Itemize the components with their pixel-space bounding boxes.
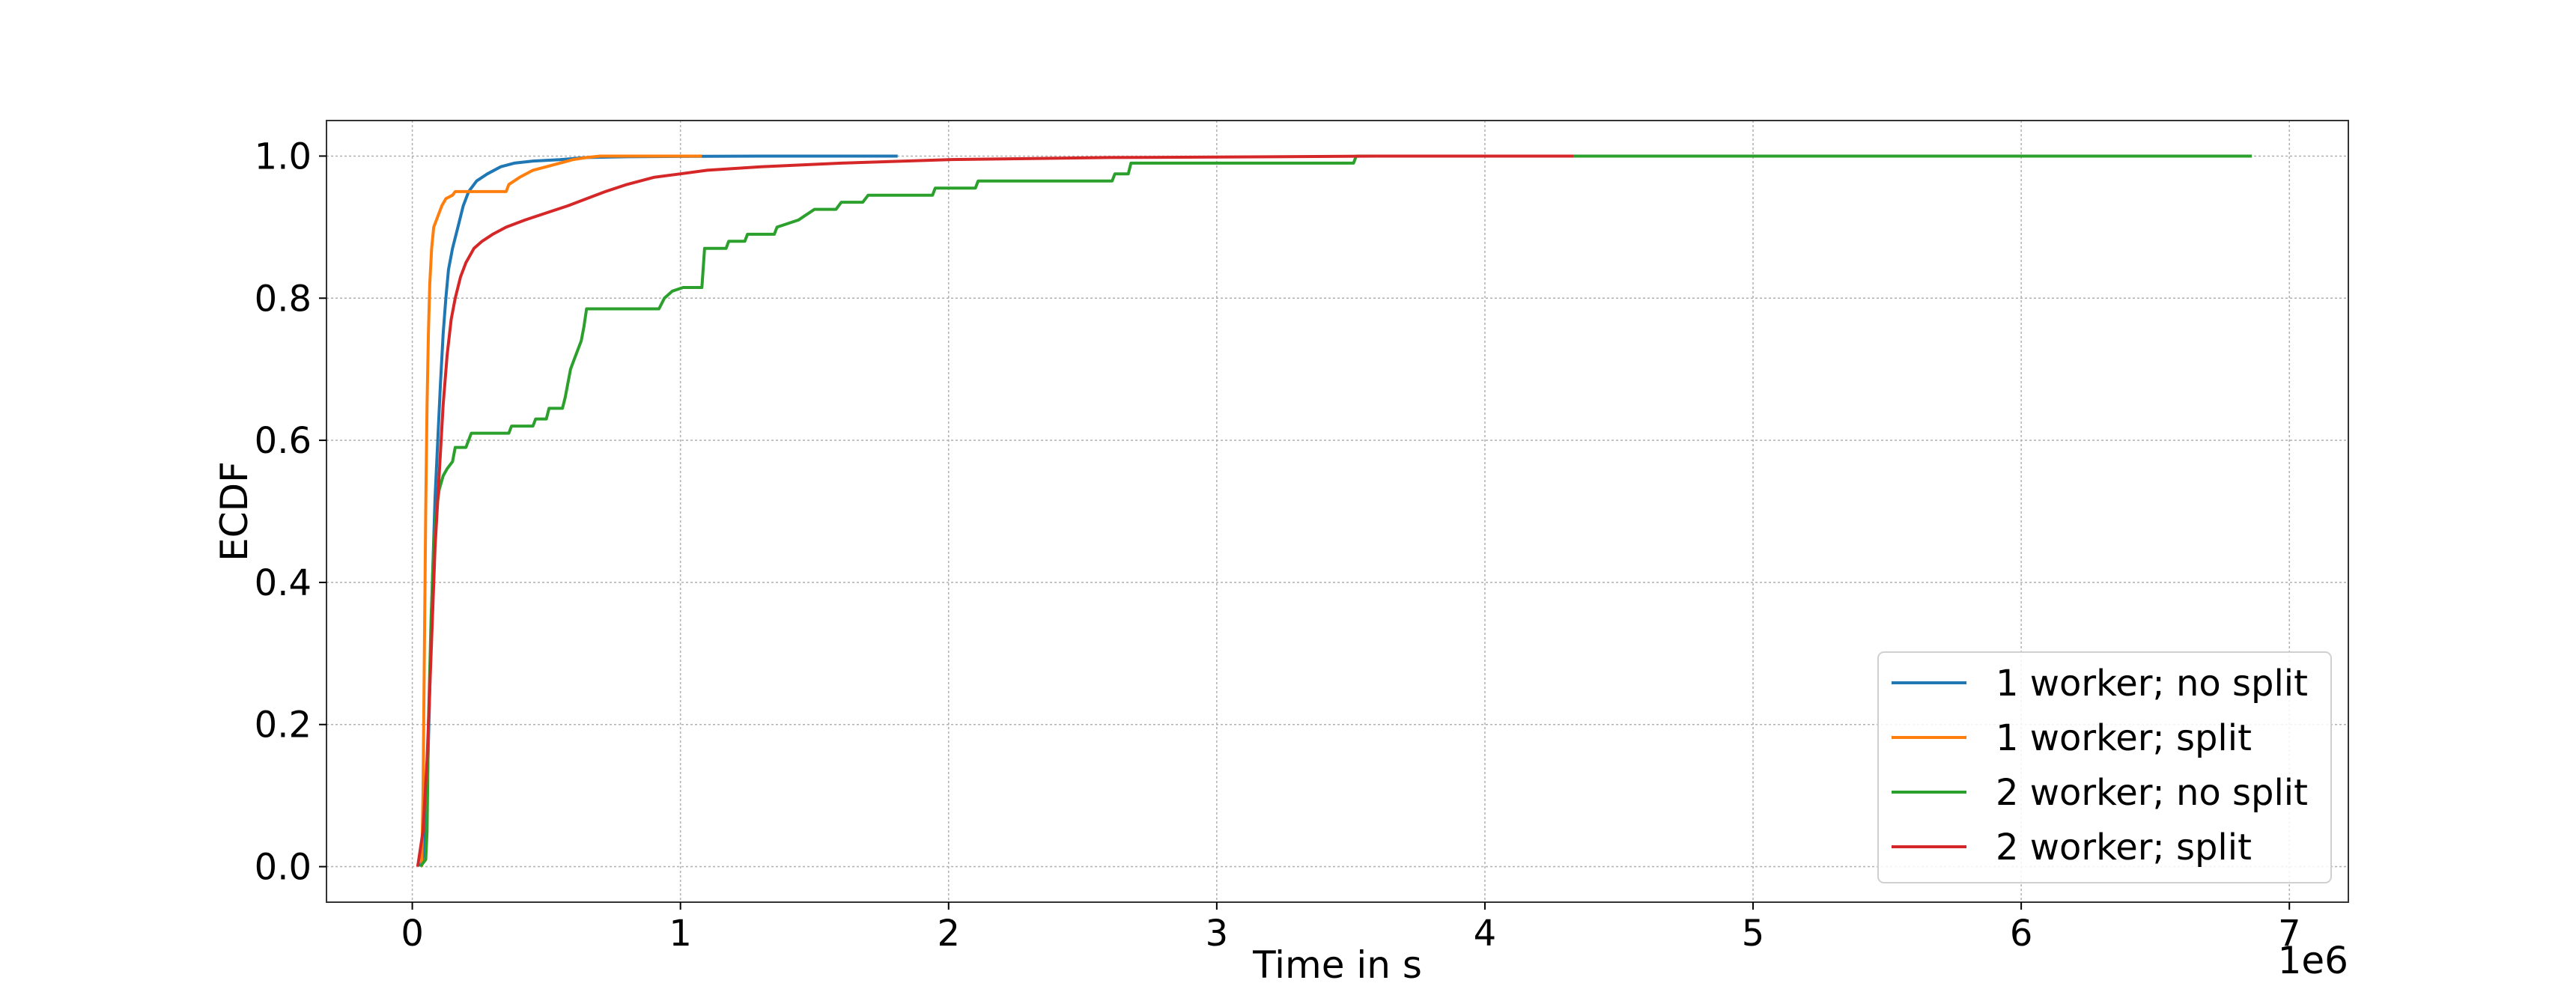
y-tick-label: 0.0 (255, 847, 312, 889)
y-tick-label: 0.2 (255, 705, 312, 746)
x-tick-label: 4 (1474, 913, 1497, 955)
x-tick-label: 7 (2278, 913, 2301, 955)
x-axis-label: Time in s (1252, 943, 1422, 987)
axis-ticks: 0 1 2 3 4 5 6 7 0.0 0.2 0.4 0.6 0.8 1.0 (255, 136, 2301, 955)
legend-label: 1 worker; no split (1996, 663, 2308, 705)
x-tick-label: 3 (1206, 913, 1229, 955)
y-tick-label: 0.6 (255, 420, 312, 462)
plot-area-frame (326, 120, 2349, 903)
y-tick-label: 1.0 (255, 136, 312, 177)
x-tick-label: 2 (937, 913, 960, 955)
series-line-4 (416, 154, 1574, 867)
legend-box (1877, 651, 2332, 883)
legend: 1 worker; no split 1 worker; split 2 worke… (1877, 651, 2332, 883)
y-tick-label: 0.4 (255, 562, 312, 604)
x-tick-label: 1 (669, 913, 692, 955)
x-axis-offset-label: 1e6 (2278, 939, 2348, 982)
x-tick-label: 5 (1742, 913, 1765, 955)
legend-label: 1 worker; split (1996, 717, 2252, 759)
y-axis-label: ECDF (213, 461, 256, 562)
legend-label: 2 worker; split (1996, 827, 2252, 868)
legend-label: 2 worker; no split (1996, 772, 2308, 814)
x-tick-label: 6 (2010, 913, 2033, 955)
series-line-2 (420, 154, 702, 867)
x-tick-label: 0 (401, 913, 424, 955)
series-line-3 (419, 154, 2253, 868)
series-lines (416, 154, 2253, 868)
y-tick-label: 0.8 (255, 278, 312, 320)
